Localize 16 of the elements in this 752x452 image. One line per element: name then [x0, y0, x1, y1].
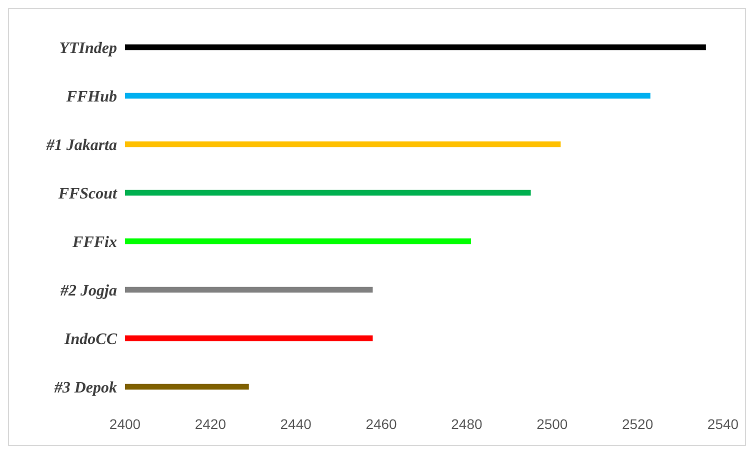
x-tick-label: 2460 [366, 416, 398, 432]
y-tick-label: IndoCC [64, 330, 118, 348]
y-tick-label: FFFix [72, 234, 117, 251]
x-tick-label: 2480 [451, 416, 482, 432]
y-tick-label: YTIndep [59, 40, 117, 57]
x-tick-label: 2520 [622, 416, 654, 432]
y-tick-label: #2 Jogja [60, 282, 117, 300]
y-tick-label: #1 Jakarta [45, 136, 117, 154]
x-tick-label: 2420 [194, 416, 226, 432]
y-tick-label: FFHub [65, 88, 117, 106]
x-tick-label: 2540 [707, 416, 739, 432]
x-tick-label: 2500 [536, 416, 568, 432]
y-tick-label: #3 Depok [53, 379, 117, 396]
x-tick-label: 2440 [280, 416, 312, 432]
y-tick-label: FFScout [57, 185, 118, 202]
x-tick-label: 2400 [109, 416, 141, 432]
